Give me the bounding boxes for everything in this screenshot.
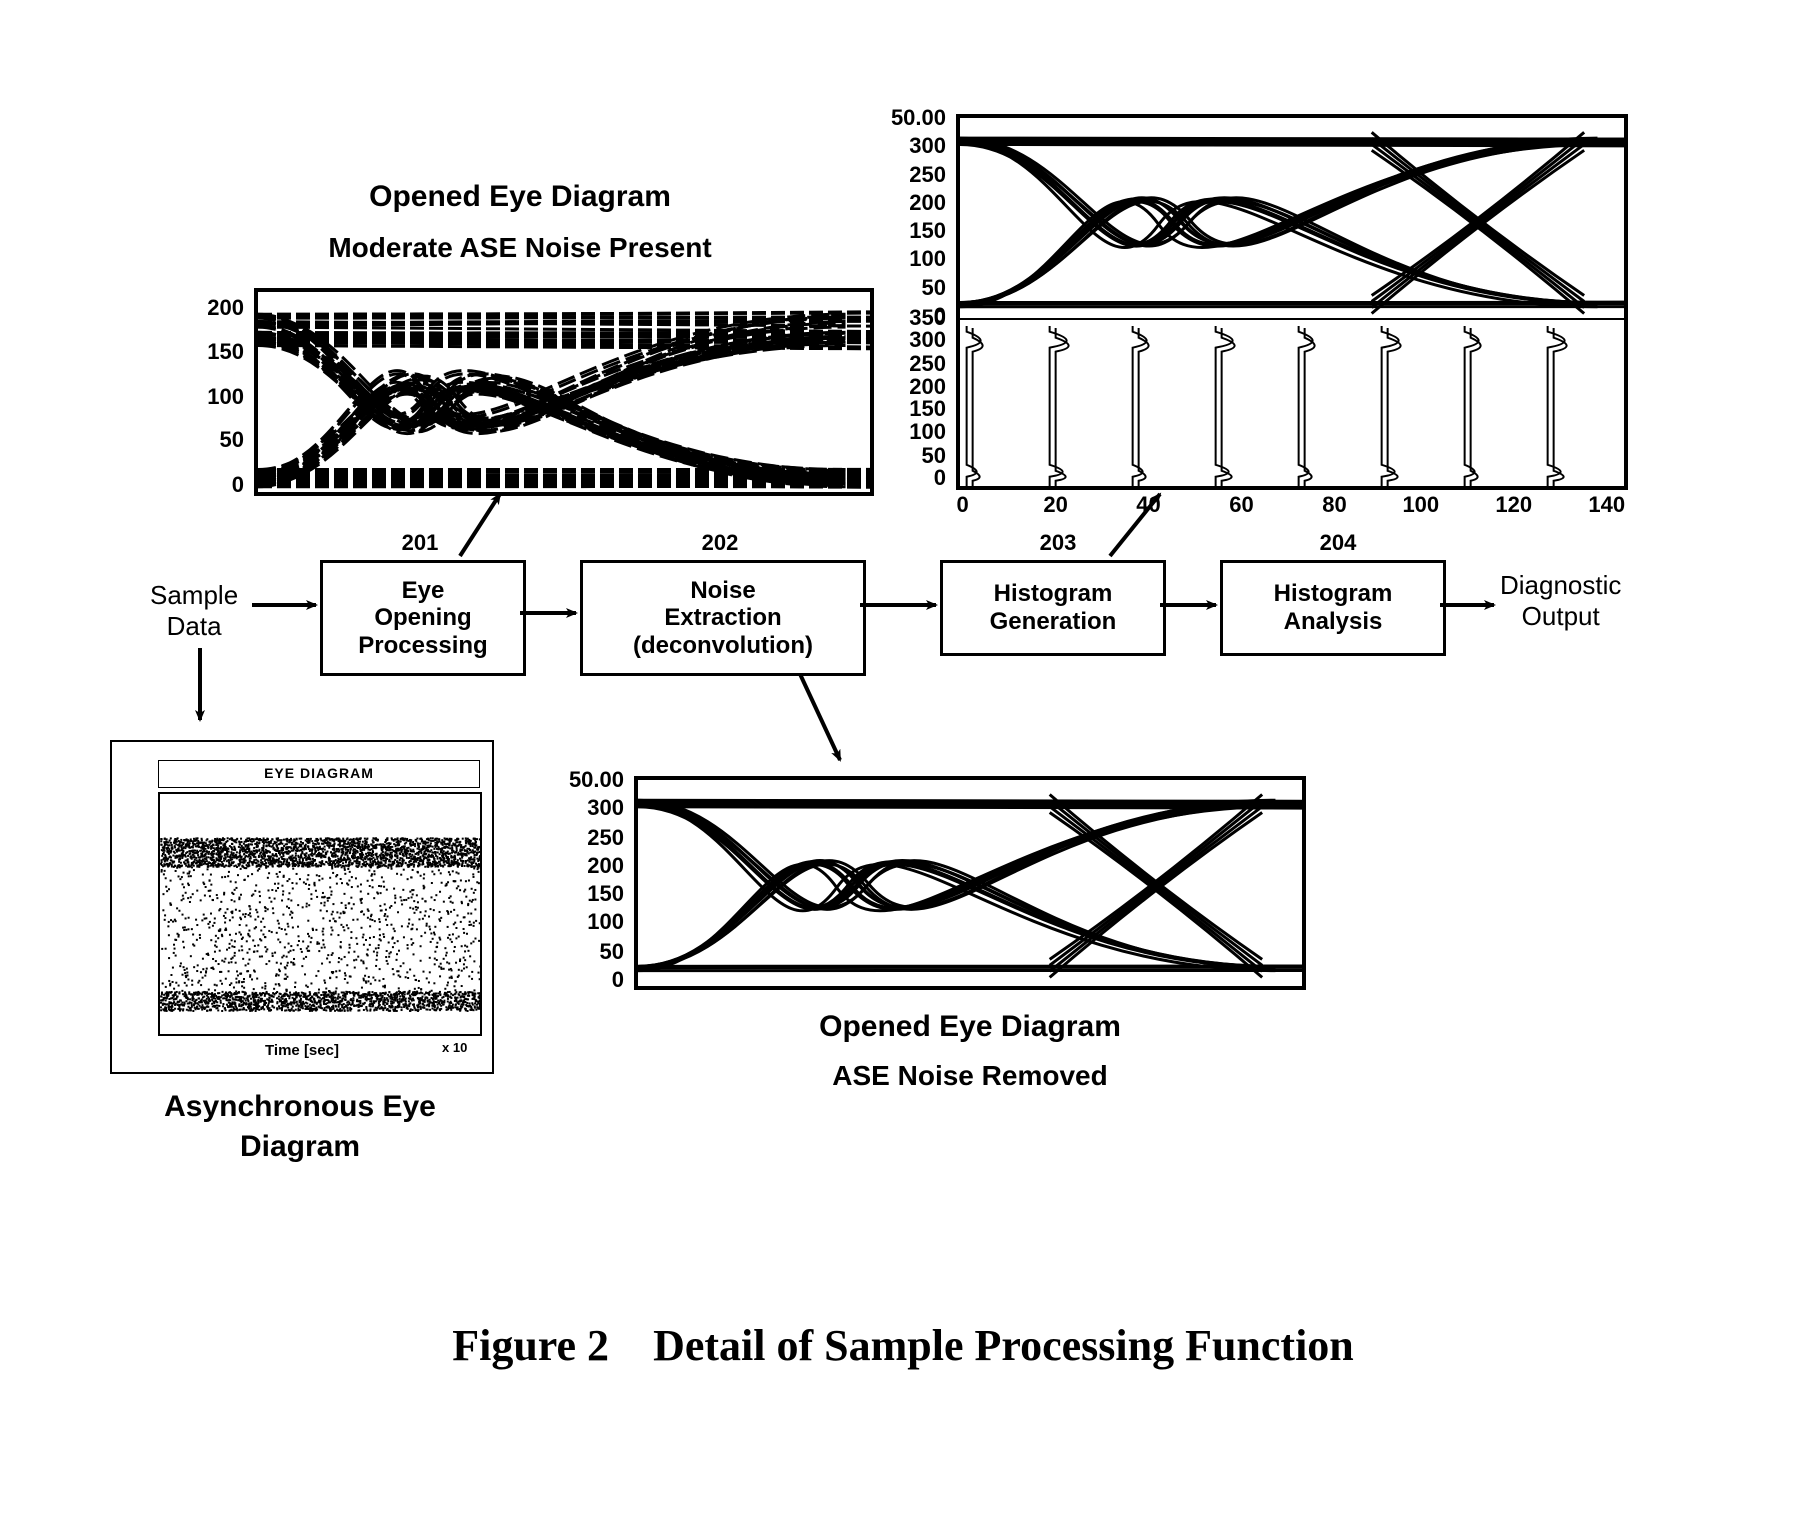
hx-100: 100 <box>1402 492 1439 518</box>
hist-upper-frame <box>956 114 1628 324</box>
noisy-yticks: 0 50 100 150 200 <box>170 290 250 485</box>
cl-yt-300: 300 <box>587 795 624 821</box>
cl-yt-250: 250 <box>587 825 624 851</box>
cl-yt-50: 50 <box>600 939 624 965</box>
noisy-yt-200: 200 <box>207 295 244 321</box>
noisy-yt-150: 150 <box>207 339 244 365</box>
hl-yt-300: 300 <box>909 327 946 353</box>
clean-plot-svg <box>638 780 1302 986</box>
async-caption-1: Asynchronous Eye <box>110 1090 490 1124</box>
hl-yt-350: 350 <box>909 305 946 331</box>
hx-20: 20 <box>1043 492 1067 518</box>
caption-text: Detail of Sample Processing Function <box>653 1321 1354 1370</box>
hu-yt-150: 150 <box>909 218 946 244</box>
hist-upper-svg <box>960 118 1624 322</box>
noisy-yt-100: 100 <box>207 384 244 410</box>
clean-yticks: 0 50 100 150 200 250 300 50.00 <box>540 780 630 980</box>
async-inner-title: EYE DIAGRAM <box>158 760 480 788</box>
noisy-title-2: Moderate ASE Noise Present <box>200 232 840 264</box>
figure-caption: Figure 2 Detail of Sample Processing Fun… <box>0 1320 1806 1371</box>
hu-yt-350: 50.00 <box>891 105 946 131</box>
async-exp: x 10 <box>442 1040 467 1055</box>
hist-lower-svg <box>960 320 1624 486</box>
hist-xticks: 0 20 40 60 80 100 120 140 <box>956 488 1620 518</box>
hl-yt-100: 100 <box>909 419 946 445</box>
hl-yt-50: 50 <box>922 443 946 469</box>
noisy-yt-0: 0 <box>232 472 244 498</box>
async-xlabel: Time [sec] <box>112 1042 492 1059</box>
hu-yt-300: 300 <box>909 133 946 159</box>
hx-80: 80 <box>1322 492 1346 518</box>
hx-40: 40 <box>1136 492 1160 518</box>
async-plot-frame <box>158 792 482 1036</box>
noisy-plot-frame <box>254 288 874 496</box>
hist-upper-yticks: 0 50 100 150 200 250 300 50.00 <box>862 118 952 316</box>
hist-lower-yticks: 0 50 100 150 200 250 300 350 <box>862 318 952 478</box>
async-plot-svg <box>160 794 480 1034</box>
hl-yt-150: 150 <box>909 396 946 422</box>
noisy-title-1: Opened Eye Diagram <box>250 180 790 214</box>
cl-yt-100: 100 <box>587 909 624 935</box>
noisy-yt-50: 50 <box>220 427 244 453</box>
hu-yt-250: 250 <box>909 162 946 188</box>
hx-120: 120 <box>1495 492 1532 518</box>
hl-yt-0: 0 <box>934 465 946 491</box>
cl-yt-350: 50.00 <box>569 767 624 793</box>
hu-yt-200: 200 <box>909 190 946 216</box>
hl-yt-200: 200 <box>909 374 946 400</box>
hx-140: 140 <box>1588 492 1625 518</box>
async-outer: EYE DIAGRAM Time [sec] x 10 <box>110 740 494 1074</box>
hu-yt-100: 100 <box>909 246 946 272</box>
clean-caption-1: Opened Eye Diagram <box>700 1010 1240 1044</box>
clean-plot-frame <box>634 776 1306 990</box>
clean-caption-2: ASE Noise Removed <box>700 1060 1240 1092</box>
hx-0: 0 <box>957 492 969 518</box>
noisy-plot-svg <box>258 292 870 492</box>
caption-label: Figure 2 <box>452 1321 609 1370</box>
async-caption-2: Diagram <box>110 1130 490 1164</box>
hist-lower-frame <box>956 318 1628 490</box>
hu-yt-50: 50 <box>922 275 946 301</box>
hx-60: 60 <box>1229 492 1253 518</box>
hl-yt-250: 250 <box>909 351 946 377</box>
cl-yt-200: 200 <box>587 853 624 879</box>
cl-yt-150: 150 <box>587 881 624 907</box>
cl-yt-0: 0 <box>612 967 624 993</box>
